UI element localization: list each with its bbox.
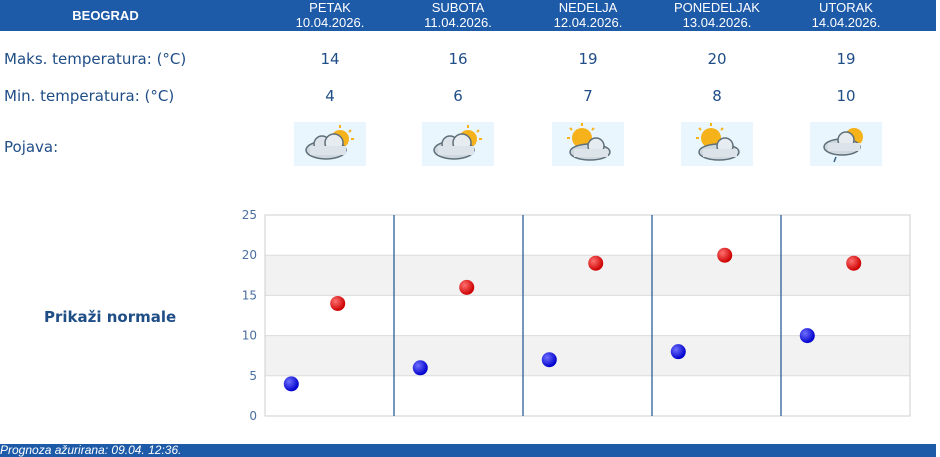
max-temp-point (846, 255, 862, 271)
phenomenon-label: Pojava: (4, 138, 59, 156)
footer-bar: Prognoza ažurirana: 09.04. 12:36. (0, 443, 936, 457)
day-name: PETAK (309, 0, 351, 15)
min-temp-value: 7 (583, 87, 593, 105)
chart-band (265, 375, 910, 416)
day-header-4: PONEDELJAK 13.04.2026. (657, 0, 777, 31)
min-temp-point (541, 352, 557, 368)
max-temp-value: 19 (578, 50, 598, 68)
day-name: NEDELJA (558, 0, 618, 15)
day-date: 13.04.2026. (682, 15, 752, 30)
partly-cloudy-icon (422, 122, 494, 166)
min-temp-point (670, 344, 686, 360)
plot-border (264, 214, 911, 417)
forecast-header: BEOGRAD PETAK 10.04.2026. SUBOTA 11.04.2… (0, 0, 936, 31)
chart-band (265, 335, 910, 376)
max-temp-point (459, 279, 475, 295)
sun-cloud-icon (552, 122, 624, 166)
day-header-1: PETAK 10.04.2026. (270, 0, 390, 31)
min-temp-label: Min. temperatura: (°C) (4, 87, 175, 105)
day-date: 14.04.2026. (811, 15, 881, 30)
max-temp-point (330, 295, 346, 311)
max-temp-point (717, 247, 733, 263)
sun-cloud-icon (681, 122, 753, 166)
light-rain-icon (810, 122, 882, 166)
min-temp-point (283, 376, 299, 392)
partly-cloudy-icon (294, 122, 366, 166)
min-temp-value: 6 (453, 87, 463, 105)
chart-band (265, 255, 910, 296)
chart-band (265, 215, 910, 256)
min-temp-value: 4 (325, 87, 335, 105)
min-temp-value: 8 (712, 87, 722, 105)
day-date: 12.04.2026. (553, 15, 623, 30)
temperature-chart: 0 5 10 15 20 25 (242, 208, 911, 423)
show-normals-link[interactable]: Prikaži normale (44, 308, 177, 326)
day-header-3: NEDELJA 12.04.2026. (528, 0, 648, 31)
y-tick-label: 25 (242, 208, 257, 222)
day-date: 10.04.2026. (295, 15, 365, 30)
forecast-updated-text: Prognoza ažurirana: 09.04. 12:36. (0, 443, 182, 457)
max-temp-value: 16 (448, 50, 468, 68)
y-tick-label: 15 (242, 288, 257, 302)
y-tick-label: 5 (249, 369, 257, 383)
day-name: UTORAK (819, 0, 873, 15)
day-date: 11.04.2026. (424, 15, 492, 30)
max-temp-value: 19 (836, 50, 856, 68)
max-temp-value: 20 (707, 50, 727, 68)
day-header-5: UTORAK 14.04.2026. (786, 0, 906, 31)
y-tick-label: 20 (242, 248, 257, 262)
min-temp-point (412, 360, 428, 376)
y-tick-label: 10 (242, 329, 257, 343)
day-name: PONEDELJAK (674, 0, 760, 15)
chart-band (265, 295, 910, 336)
day-header-2: SUBOTA 11.04.2026. (398, 0, 518, 31)
max-temp-point (588, 255, 604, 271)
day-name: SUBOTA (431, 0, 485, 15)
max-temp-label: Maks. temperatura: (°C) (4, 50, 187, 68)
y-tick-label: 0 (249, 409, 257, 423)
min-temp-point (799, 328, 815, 344)
max-temp-value: 14 (320, 50, 340, 68)
city-name: BEOGRAD (72, 8, 139, 23)
min-temp-value: 10 (836, 87, 856, 105)
